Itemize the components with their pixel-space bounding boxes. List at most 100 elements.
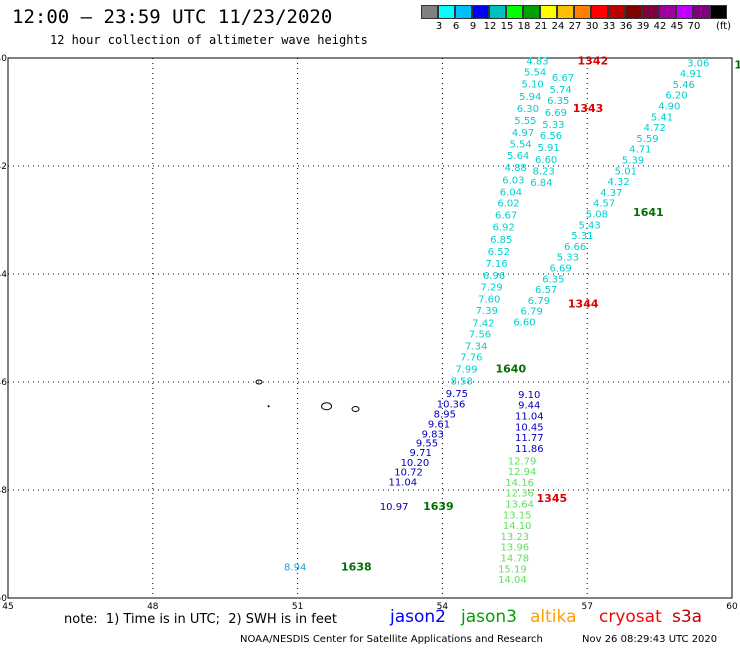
data-point-label: 6.04 <box>500 187 522 198</box>
data-point-label: 6.66 <box>564 242 586 253</box>
color-scale-swatch <box>506 5 523 19</box>
data-point-label: 5.10 <box>522 79 544 90</box>
color-scale-swatch <box>472 5 489 19</box>
data-point-label: 13.64 <box>505 500 534 511</box>
data-point-label: 6.69 <box>545 108 567 119</box>
color-scale-swatch <box>608 5 625 19</box>
track-number-label: 1641 <box>633 206 664 219</box>
y-tick-label: -44 <box>0 270 7 280</box>
color-scale-label: 30 <box>585 21 599 32</box>
data-point-label: 10.97 <box>380 502 409 513</box>
data-point-label: 5.91 <box>537 143 559 154</box>
data-point-label: 10.20 <box>401 458 430 469</box>
data-point-label: 6.92 <box>493 222 515 233</box>
track-number-label: 1342 <box>578 55 609 68</box>
legend-s3a: s3a <box>672 607 703 627</box>
data-point-label: 12.94 <box>508 467 537 478</box>
data-point-label: 9.75 <box>446 389 468 400</box>
data-point-label: 10.45 <box>515 422 544 433</box>
data-point-label: 6.02 <box>497 199 519 210</box>
color-scale-swatch <box>625 5 642 19</box>
color-scale-label: 36 <box>619 21 633 32</box>
chart-title: 12:00 — 23:59 UTC 11/23/2020 <box>12 6 333 28</box>
y-tick-label: -48 <box>0 486 7 496</box>
color-scale-swatch <box>557 5 574 19</box>
track-number-label: 164 <box>734 58 740 71</box>
data-point-label: 13.23 <box>500 532 529 543</box>
color-scale-swatch <box>489 5 506 19</box>
data-point-label: 4.83 <box>526 57 548 68</box>
plot-frame <box>7 57 733 599</box>
data-point-label: 4.90 <box>658 102 680 113</box>
data-point-label: 6.35 <box>547 96 569 107</box>
data-point-label: 12.36 <box>505 489 534 500</box>
color-scale-swatch <box>574 5 591 19</box>
track-number-label: 1638 <box>341 561 372 574</box>
legend-cryosat: cryosat <box>599 607 662 627</box>
x-tick-label: 48 <box>147 602 159 612</box>
data-point-label: 13.15 <box>503 510 532 521</box>
data-point-label: 4.97 <box>512 128 534 139</box>
data-point-label: 6.60 <box>513 318 535 329</box>
data-point-label: 6.79 <box>528 296 550 307</box>
data-point-label: 6.69 <box>550 264 572 275</box>
data-point-label: 8.58 <box>451 376 473 387</box>
footer-credit: NOAA/NESDIS Center for Satellite Applica… <box>240 634 543 645</box>
track-number-label: 1640 <box>495 363 526 376</box>
data-point-label: 14.04 <box>498 575 527 586</box>
data-point-label: 9.10 <box>518 390 540 401</box>
color-scale-swatch <box>421 5 438 19</box>
y-tick-label: -50 <box>0 594 7 604</box>
island-outline <box>321 402 333 411</box>
color-scale-swatch <box>523 5 540 19</box>
data-point-label: 11.86 <box>515 444 544 455</box>
color-scale-label: 42 <box>653 21 667 32</box>
data-point-label: 6.67 <box>552 73 574 84</box>
data-point-label: 9.71 <box>410 448 432 459</box>
x-tick-label: 57 <box>581 602 592 612</box>
color-scale-label: 3 <box>435 21 443 32</box>
data-point-label: 5.39 <box>622 156 644 167</box>
data-point-label: 9.61 <box>428 420 450 431</box>
data-point-label: 9.83 <box>422 429 444 440</box>
data-point-label: 5.64 <box>507 151 529 162</box>
data-point-label: 6.30 <box>517 104 539 115</box>
data-point-label: 7.56 <box>469 329 491 340</box>
x-tick-label: 60 <box>726 602 738 612</box>
data-point-label: 5.55 <box>514 116 536 127</box>
color-scale-swatch <box>710 5 727 19</box>
track-number-label: 1343 <box>573 102 604 115</box>
legend-altika: altika <box>530 607 577 627</box>
data-point-label: 7.60 <box>478 294 500 305</box>
data-point-label: 9.44 <box>518 401 540 412</box>
data-point-label: 11.77 <box>515 433 544 444</box>
data-point-label: 6.20 <box>665 91 687 102</box>
color-scale-swatch <box>642 5 659 19</box>
color-scale-swatch <box>438 5 455 19</box>
data-point-label: 6.96 <box>483 271 505 282</box>
y-tick-label: -42 <box>0 162 7 172</box>
data-point-label: 4.72 <box>644 123 666 134</box>
track-number-label: 1345 <box>537 492 568 505</box>
color-scale-label: 12 <box>483 21 497 32</box>
data-point-label: 6.56 <box>540 131 562 142</box>
color-scale-swatch <box>591 5 608 19</box>
legend-jason2: jason2 <box>390 607 446 627</box>
track-number-label: 1639 <box>423 500 454 513</box>
color-scale-unit: (ft) <box>716 21 732 32</box>
data-point-label: 4.71 <box>629 145 651 156</box>
data-point-label: 13.96 <box>500 543 529 554</box>
color-scale-label: 18 <box>517 21 531 32</box>
color-scale-label: 6 <box>452 21 460 32</box>
data-point-label: 10.72 <box>394 468 423 479</box>
color-scale-label: 21 <box>534 21 548 32</box>
data-point-label: 5.33 <box>557 253 579 264</box>
data-point-label: 6.85 <box>490 235 512 246</box>
x-tick-label: 54 <box>437 602 449 612</box>
chart-subtitle: 12 hour collection of altimeter wave hei… <box>50 33 368 47</box>
data-point-label: 5.01 <box>615 166 637 177</box>
data-point-label: 7.42 <box>472 319 494 330</box>
color-scale-labels: 3 6 9 12 15 18 21 24 27 30 33 36 39 42 45 70 <box>421 21 731 33</box>
